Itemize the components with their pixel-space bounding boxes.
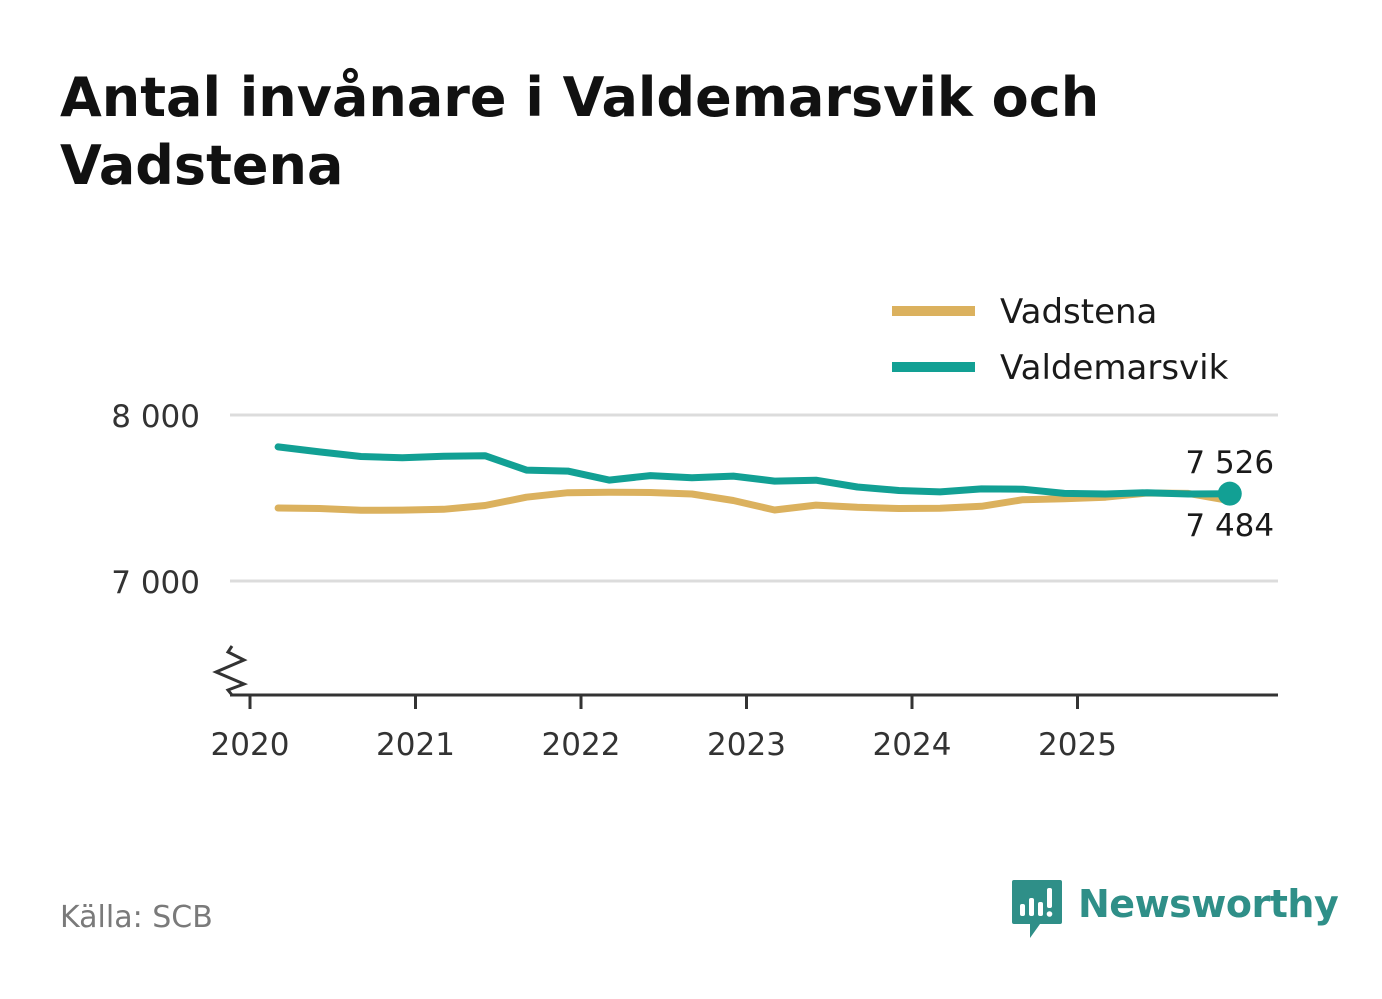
end-value-label-valdemarsvik: 7 526 [1185, 445, 1274, 481]
x-axis: 2020 2021 2022 2023 2024 2025 [211, 645, 1278, 763]
end-point-marker [1217, 481, 1242, 506]
x-tick-label: 2022 [542, 727, 621, 763]
legend: Vadstena Valdemarsvik [892, 292, 1229, 388]
legend-label: Vadstena [1000, 292, 1157, 332]
x-tick-label: 2025 [1038, 727, 1117, 763]
x-tick-label: 2021 [376, 727, 455, 763]
series-lines [274, 443, 1242, 514]
series-line-valdemarsvik [274, 443, 1234, 498]
legend-label: Valdemarsvik [1000, 348, 1229, 388]
end-value-label-vadstena: 7 484 [1185, 508, 1274, 544]
x-tick-label: 2020 [211, 727, 290, 763]
y-tick-label: 8 000 [111, 399, 200, 435]
axis-break-icon [212, 645, 249, 696]
x-tick-label: 2024 [873, 727, 952, 763]
x-tick-label: 2023 [707, 727, 786, 763]
data-labels: 7 526 7 484 [1185, 445, 1274, 544]
source-note: Källa: SCB [60, 900, 213, 935]
grid-lines: 7 000 8 000 [111, 399, 1278, 601]
chart-title: Antal invånare i Valdemarsvik och Vadste… [60, 66, 1100, 197]
series-line-vadstena [274, 488, 1234, 514]
brand-logo[interactable]: Newsworthy [1010, 878, 1339, 942]
y-tick-label: 7 000 [111, 565, 200, 601]
newsworthy-logo-icon [1012, 880, 1062, 938]
brand-name: Newsworthy [1078, 882, 1339, 926]
